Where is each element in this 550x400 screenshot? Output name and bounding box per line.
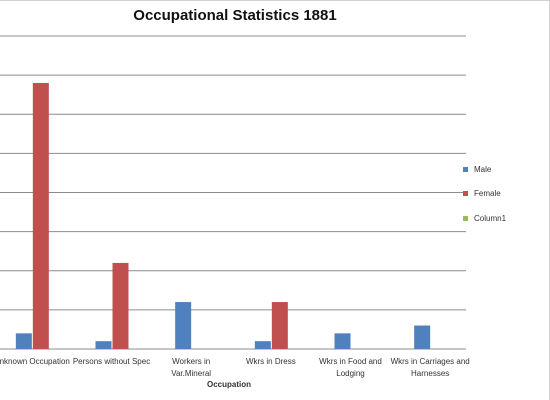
x-tick-label: Wkrs in Dress — [246, 357, 296, 366]
legend-swatch-column1 — [463, 215, 468, 221]
x-axis-title: Occupation — [207, 380, 251, 389]
chart-border-top — [0, 0, 549, 1]
legend-label-male: Male — [474, 164, 492, 174]
legend-swatch-female — [463, 191, 468, 196]
bar-male-5 — [414, 325, 431, 349]
x-tick-label: Lodging — [336, 369, 364, 378]
legend-label-column1: Column1 — [474, 213, 507, 223]
x-tick-label: Unknown Occupation — [0, 357, 70, 366]
bar-male-2 — [175, 302, 192, 349]
x-tick-label: Persons without Spec — [73, 357, 150, 366]
x-tick-label: Workers in — [172, 357, 210, 366]
bar-female-1 — [112, 262, 129, 349]
legend-item-female: Female — [463, 188, 506, 200]
chart-title: Occupational Statistics 1881 — [133, 7, 337, 24]
x-tick-label: Harnesses — [411, 369, 449, 378]
legend-item-column1: Column1 — [463, 212, 506, 224]
bar-male-1 — [95, 341, 112, 349]
x-tick-label: Wkrs in Food and — [319, 357, 382, 366]
x-tick-label: Wkrs in Carriages and — [391, 357, 470, 366]
bar-male-0 — [15, 333, 32, 349]
legend-label-female: Female — [474, 189, 501, 198]
legend-swatch-male — [463, 166, 468, 172]
legend-item-male: Male — [463, 163, 506, 175]
bar-female-3 — [271, 302, 288, 349]
x-tick-label: Var.Mineral — [171, 369, 211, 378]
bar-male-3 — [254, 341, 271, 349]
bar-male-4 — [334, 333, 351, 349]
bar-female-0 — [32, 82, 49, 349]
legend: Male Female Column1 — [463, 163, 506, 237]
